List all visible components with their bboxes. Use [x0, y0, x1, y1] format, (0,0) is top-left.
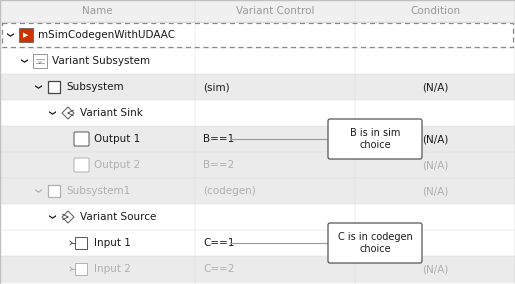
Text: Input 1: Input 1 [94, 238, 131, 248]
Text: ▶: ▶ [23, 32, 29, 38]
Bar [0, 178, 515, 204]
Bar [0, 256, 515, 282]
Bar [0, 74, 515, 100]
Bar [75, 263, 87, 275]
Text: B==1: B==1 [203, 134, 234, 144]
Text: Output 2: Output 2 [94, 160, 140, 170]
Text: C==2: C==2 [203, 264, 234, 274]
Text: ❯: ❯ [19, 58, 26, 64]
Bar [2, 23, 513, 47]
Bar [0, 126, 515, 152]
Text: ❯: ❯ [46, 214, 54, 220]
Text: ❯: ❯ [5, 32, 11, 38]
Bar [0, 0, 515, 22]
Bar [33, 54, 47, 68]
Text: (N/A): (N/A) [422, 264, 448, 274]
Text: B==2: B==2 [203, 160, 234, 170]
Text: Input 2: Input 2 [94, 264, 131, 274]
Text: C is in codegen
choice: C is in codegen choice [338, 232, 413, 254]
Bar [0, 230, 515, 256]
Bar [48, 185, 60, 197]
Text: ❯: ❯ [46, 110, 54, 116]
Bar [75, 237, 87, 249]
Text: (codegen): (codegen) [203, 186, 256, 196]
FancyBboxPatch shape [74, 132, 89, 146]
Text: Name: Name [82, 6, 113, 16]
Bar [0, 204, 515, 230]
Text: Variant Source: Variant Source [80, 212, 157, 222]
Text: (N/A): (N/A) [422, 134, 448, 144]
Text: (N/A): (N/A) [422, 186, 448, 196]
Polygon shape [62, 107, 74, 119]
Text: Variant Subsystem: Variant Subsystem [52, 56, 150, 66]
Text: Subsystem: Subsystem [66, 82, 124, 92]
FancyBboxPatch shape [328, 223, 422, 263]
Text: Variant Sink: Variant Sink [80, 108, 143, 118]
Bar [0, 152, 515, 178]
Bar [19, 28, 33, 42]
Text: (N/A): (N/A) [422, 160, 448, 170]
Text: (sim): (sim) [203, 82, 230, 92]
Text: Variant Control: Variant Control [236, 6, 314, 16]
Text: C==1: C==1 [203, 238, 234, 248]
Text: v: v [37, 60, 41, 64]
FancyBboxPatch shape [74, 158, 89, 172]
Text: B is in sim
choice: B is in sim choice [350, 128, 400, 150]
Bar [0, 48, 515, 74]
Text: Condition: Condition [410, 6, 460, 16]
Text: ❯: ❯ [32, 84, 40, 90]
Bar [0, 100, 515, 126]
Text: mSimCodegenWithUDAAC: mSimCodegenWithUDAAC [38, 30, 175, 40]
Polygon shape [62, 211, 74, 223]
FancyBboxPatch shape [328, 119, 422, 159]
Text: ❯: ❯ [32, 188, 40, 194]
Text: Subsystem1: Subsystem1 [66, 186, 130, 196]
Bar [48, 81, 60, 93]
Text: (N/A): (N/A) [422, 82, 448, 92]
Bar [0, 22, 515, 48]
Text: Output 1: Output 1 [94, 134, 140, 144]
